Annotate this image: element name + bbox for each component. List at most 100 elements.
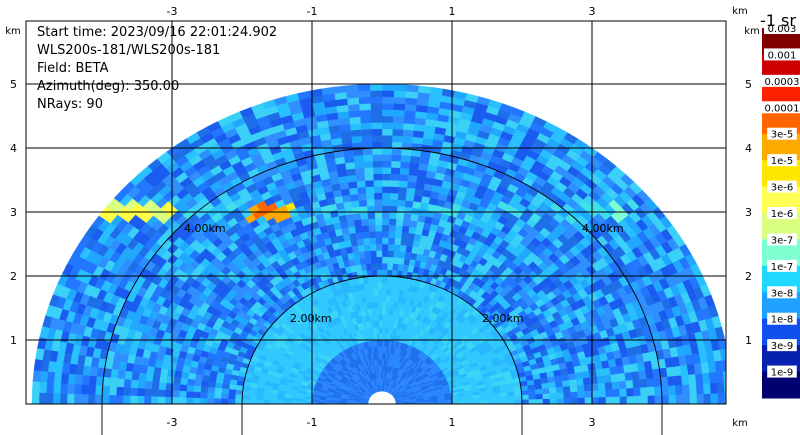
data-cell (542, 393, 551, 400)
data-cell (208, 375, 217, 383)
data-cell (389, 301, 394, 309)
data-cell (390, 160, 401, 168)
data-cell (387, 250, 394, 258)
data-cell (646, 377, 655, 388)
data-cell (381, 326, 386, 334)
data-cell (381, 173, 392, 181)
data-cell (381, 275, 388, 283)
data-cell (355, 231, 364, 240)
data-cell (66, 393, 75, 404)
data-cell (381, 288, 387, 296)
data-cell (80, 384, 89, 395)
data-cell (598, 389, 607, 398)
data-cell (348, 187, 359, 196)
data-cell (178, 397, 187, 404)
data-cell (395, 276, 402, 284)
data-cell (235, 385, 244, 391)
data-cell (721, 359, 726, 372)
info-start-time: Start time: 2023/09/16 22:01:24.902 (37, 25, 278, 40)
data-cell (371, 122, 383, 130)
data-cell (388, 211, 397, 220)
data-cell (241, 399, 250, 404)
data-cell (158, 382, 167, 391)
data-cell (598, 396, 607, 404)
data-cell (626, 395, 635, 404)
data-cell (389, 205, 398, 213)
data-cell (556, 397, 565, 404)
data-cell (577, 397, 586, 404)
info-azimuth: Azimuth(deg): 350.00 (37, 79, 180, 94)
data-cell (541, 387, 550, 394)
y-tick-label-left: 4 (10, 142, 17, 155)
data-cell (381, 128, 393, 136)
data-cell (185, 397, 194, 404)
data-cell (682, 393, 691, 404)
data-cell (388, 218, 397, 226)
data-cell (703, 393, 712, 404)
data-cell (405, 187, 416, 196)
data-cell (385, 307, 390, 315)
data-cell (402, 122, 415, 131)
data-cell (390, 282, 397, 290)
data-cell (52, 382, 61, 394)
y-unit-label-left: km (5, 26, 21, 37)
data-cell (392, 263, 399, 271)
data-cell (151, 381, 160, 390)
data-cell (381, 154, 392, 162)
data-cell (400, 148, 412, 156)
data-cell (405, 193, 415, 202)
data-cell (110, 369, 119, 379)
data-cell (370, 256, 377, 264)
data-cell (394, 225, 403, 233)
x-tick-label-top: 3 (589, 5, 596, 18)
data-cell (194, 373, 203, 382)
data-cell (493, 399, 502, 404)
data-cell (562, 379, 571, 387)
data-cell (101, 394, 110, 404)
info-instrument: WLS200s-181/WLS200s-181 (37, 43, 221, 58)
data-cell (674, 375, 683, 386)
data-cell (390, 179, 400, 188)
data-cell (381, 294, 387, 302)
data-cell (682, 384, 691, 395)
data-cell (589, 376, 599, 385)
data-cell (570, 397, 579, 404)
data-cell (364, 179, 374, 188)
data-cell (365, 192, 375, 200)
data-cell (381, 333, 385, 341)
data-cell (357, 244, 365, 253)
data-cell (397, 186, 408, 195)
data-cell (381, 218, 390, 226)
data-cell (603, 374, 612, 383)
data-cell (152, 374, 161, 383)
data-cell (619, 395, 628, 404)
data-cell (74, 374, 83, 386)
data-cell (52, 393, 61, 404)
data-cell (179, 384, 188, 392)
data-cell (374, 224, 383, 232)
data-cell (639, 378, 648, 388)
data-cell (364, 173, 374, 181)
data-cell (605, 396, 614, 404)
data-cell (632, 379, 641, 389)
data-cell (527, 389, 536, 395)
data-cell (385, 295, 391, 303)
data-cell (381, 243, 389, 251)
data-cell (366, 205, 375, 213)
data-cell (373, 186, 383, 194)
data-cell (173, 370, 183, 379)
data-cell (297, 398, 306, 402)
data-cell (361, 135, 373, 143)
data-cell (242, 390, 250, 396)
data-cell (675, 384, 684, 395)
data-cell (375, 250, 383, 258)
data-cell (397, 257, 405, 265)
data-cell (122, 387, 131, 397)
data-cell (591, 396, 600, 404)
data-cell (387, 237, 395, 245)
data-cell (406, 181, 417, 189)
data-cell (345, 168, 356, 177)
range-ring-label: 2.00km (482, 312, 524, 325)
data-cell (409, 155, 421, 164)
data-cell (46, 371, 56, 384)
